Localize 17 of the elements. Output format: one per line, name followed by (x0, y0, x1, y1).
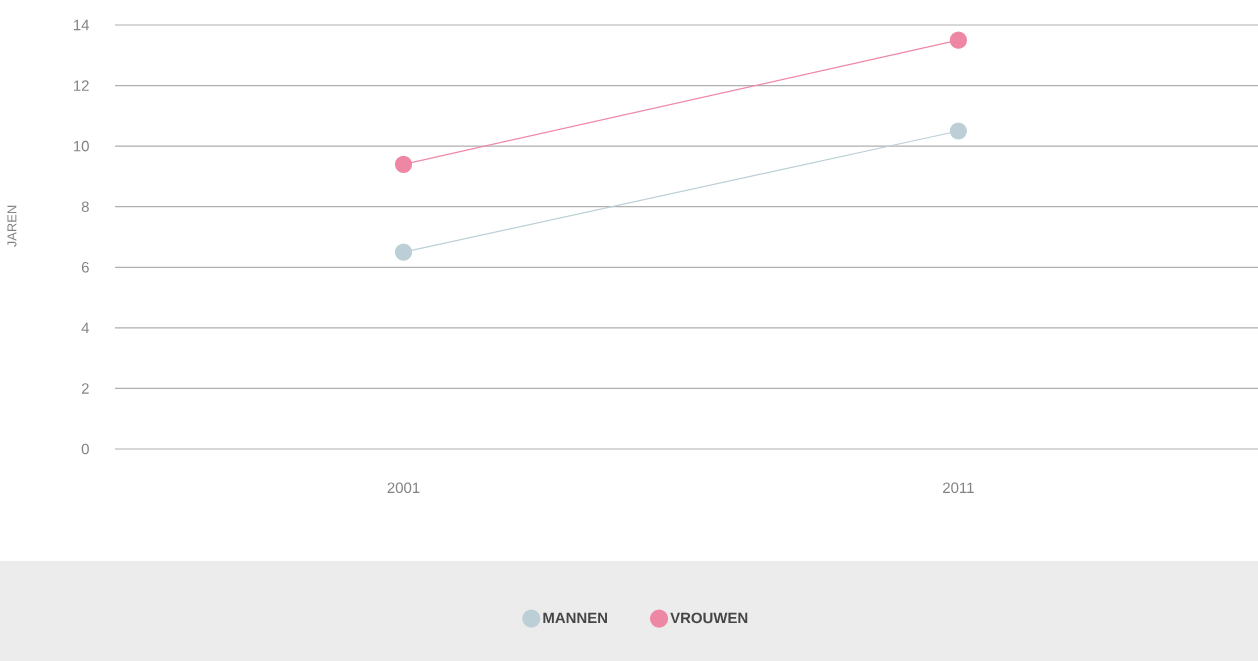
x-tick-label: 2001 (387, 482, 420, 494)
legend-label: MANNEN (543, 612, 607, 623)
point (394, 243, 413, 261)
y-tick-label: 14 (74, 19, 90, 31)
y-tick-label: 6 (81, 261, 89, 273)
point (394, 155, 413, 173)
y-axis-title: JAREN (7, 205, 17, 248)
y-tick-label: 8 (81, 201, 89, 212)
y-tick-label: 4 (81, 322, 90, 333)
y-tick-label: 10 (74, 140, 89, 152)
point (949, 122, 967, 140)
legend-label: VROUWEN (670, 612, 748, 624)
y-tick-label: 12 (74, 80, 89, 91)
y-tick-label: 0 (81, 443, 89, 455)
y-tick-label: 2 (81, 383, 89, 394)
x-tick-label: 2011 (943, 482, 974, 494)
point (949, 31, 967, 49)
